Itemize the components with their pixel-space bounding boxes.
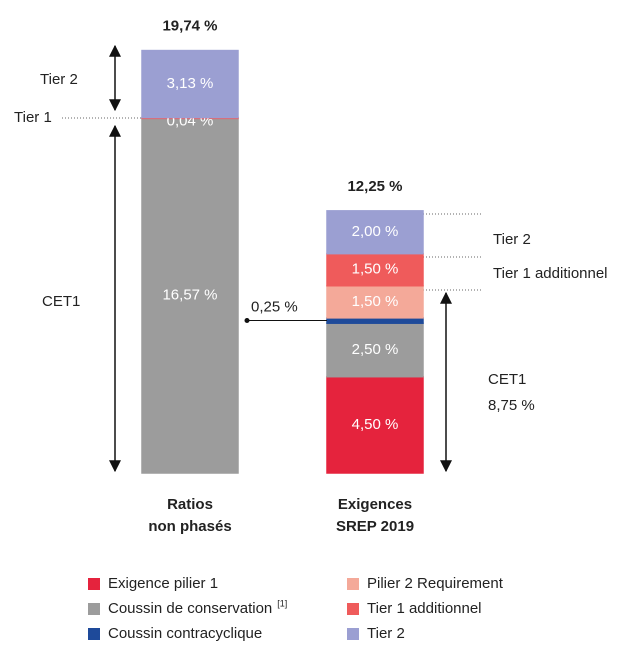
bar-segment bbox=[326, 252, 424, 287]
bar-segment bbox=[141, 49, 239, 119]
legend-label: Tier 2 bbox=[367, 625, 405, 642]
value-label: 1,50 % bbox=[352, 293, 399, 310]
category-label: non phasés bbox=[148, 518, 231, 535]
bar-segment bbox=[326, 317, 424, 324]
right-annotations: Tier 2 Tier 1 additionnel CET1 8,75 % bbox=[423, 213, 608, 473]
bar-segment bbox=[141, 117, 239, 474]
total-label: 12,25 % bbox=[347, 178, 402, 195]
bar-segment bbox=[326, 375, 424, 474]
annotation: CET1 bbox=[42, 293, 80, 310]
legend-label: Coussin contracyclique bbox=[108, 625, 262, 642]
legend-swatch bbox=[88, 628, 100, 640]
value-label: 16,57 % bbox=[162, 287, 217, 304]
total-label: 19,74 % bbox=[162, 18, 217, 35]
annotation: Tier 1 additionnel bbox=[493, 265, 608, 282]
legend-swatch bbox=[88, 578, 100, 590]
legend-label: Exigence pilier 1 bbox=[108, 575, 218, 592]
legend-swatch bbox=[88, 603, 100, 615]
value-label: 1,50 % bbox=[352, 261, 399, 278]
annotation: Tier 2 bbox=[493, 231, 531, 248]
category-label: SREP 2019 bbox=[336, 518, 414, 535]
legend-swatch bbox=[347, 603, 359, 615]
category-label: Exigences bbox=[338, 496, 412, 513]
legend-label: Coussin de conservation bbox=[108, 600, 272, 617]
annotation: Tier 2 bbox=[40, 71, 78, 88]
bar-segment bbox=[326, 285, 424, 319]
value-label: 2,00 % bbox=[352, 223, 399, 240]
value-label: 2,50 % bbox=[352, 341, 399, 358]
value-label: 4,50 % bbox=[352, 416, 399, 433]
legend-footnote: [1] bbox=[277, 598, 287, 608]
category-label: Ratios bbox=[167, 496, 213, 513]
annotation: CET1 bbox=[488, 371, 526, 388]
annotation: Tier 1 bbox=[14, 109, 52, 126]
legend-swatch bbox=[347, 628, 359, 640]
value-label: 3,13 % bbox=[167, 75, 214, 92]
legend-swatch bbox=[347, 578, 359, 590]
legend-label: Tier 1 additionnel bbox=[367, 600, 482, 617]
annotation: 8,75 % bbox=[488, 397, 535, 414]
bar-segment bbox=[326, 210, 424, 255]
value-label: 0,25 % bbox=[251, 298, 298, 315]
legend-label: Pilier 2 Requirement bbox=[367, 575, 504, 592]
left-annotations: Tier 2 Tier 1 CET1 bbox=[14, 44, 142, 473]
